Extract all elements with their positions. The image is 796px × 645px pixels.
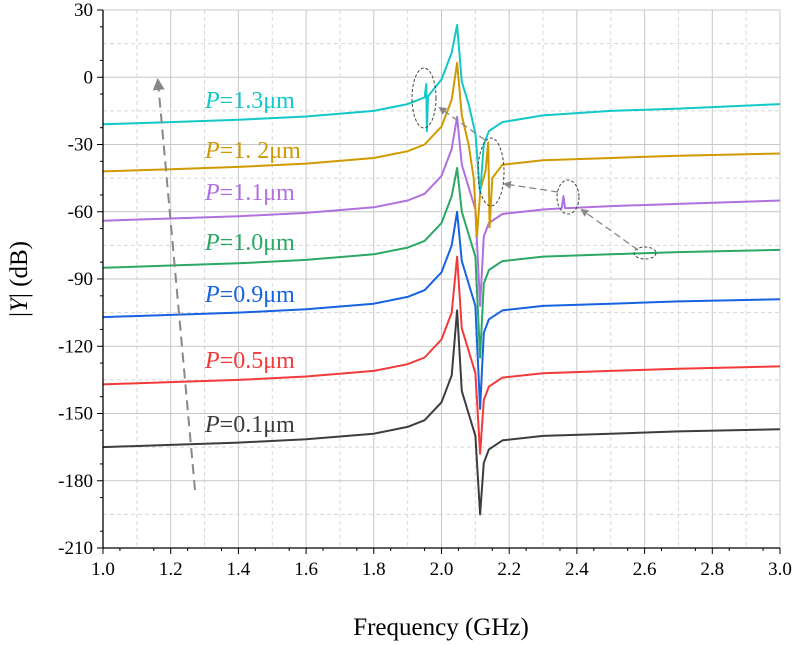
y-tick-label: -210 (58, 538, 93, 559)
x-axis-title: Frequency (GHz) (353, 614, 529, 641)
y-tick-label: -120 (58, 336, 93, 357)
y-tick-label: 30 (74, 0, 93, 21)
annotations (152, 67, 657, 491)
y-tick-label: -60 (68, 202, 93, 223)
series-line (102, 24, 781, 195)
dashed-ellipse (477, 137, 505, 207)
arrow-annotation (580, 208, 639, 251)
x-tick-label: 2.0 (430, 559, 454, 580)
series-lines (102, 24, 781, 516)
x-tick-label: 2.6 (633, 559, 657, 580)
y-tick-label: -90 (68, 269, 93, 290)
x-tick-label: 3.0 (768, 559, 792, 580)
x-tick-label: 2.4 (565, 559, 589, 580)
y-tick-label: -180 (58, 471, 93, 492)
arrow-annotation (438, 106, 486, 141)
increasing-p-arrow (152, 78, 196, 491)
series-label: P=0.5μm (204, 348, 295, 374)
series-line (102, 167, 781, 359)
series-line (102, 255, 781, 455)
arrow-annotation (503, 180, 559, 193)
y-tick-label: -150 (58, 404, 93, 425)
x-tick-label: 2.2 (497, 559, 521, 580)
series-line (102, 115, 781, 307)
series-label: P=0.1μm (204, 412, 295, 438)
y-tick-label: -30 (68, 135, 93, 156)
dashed-ellipse (633, 246, 657, 260)
x-tick-label: 1.0 (91, 559, 115, 580)
series-line (102, 61, 781, 238)
dashed-ellipse (556, 179, 580, 215)
x-tick-label: 1.8 (362, 559, 386, 580)
grid (102, 9, 781, 549)
axes: 1.0 1.2 1.4 1.6 1.8 2.0 2.2 2.4 2.6 2.8 3.0 30 0 -30 -… (58, 0, 792, 580)
x-tick-label: 1.4 (227, 559, 251, 580)
dashed-ellipse (411, 67, 437, 129)
y-tick-label: 0 (84, 67, 94, 88)
series-line (102, 210, 781, 410)
x-tick-label: 1.2 (159, 559, 183, 580)
y-axis-title: |Y| (dB) (6, 241, 33, 317)
x-tick-label: 2.8 (700, 559, 724, 580)
series-label: P=0.9μm (204, 282, 295, 308)
series-label: P=1.0μm (204, 230, 295, 256)
series-label: P=1. 2μm (204, 138, 301, 164)
series-label: P=1.3μm (204, 88, 295, 114)
series-label: P=1.1μm (204, 180, 295, 206)
series-labels: P=0.1μm P=0.5μm P=0.9μm P=1.0μm P=1.1μm P=1. … (204, 88, 301, 438)
x-tick-label: 1.6 (294, 559, 318, 580)
series-line (102, 309, 781, 516)
